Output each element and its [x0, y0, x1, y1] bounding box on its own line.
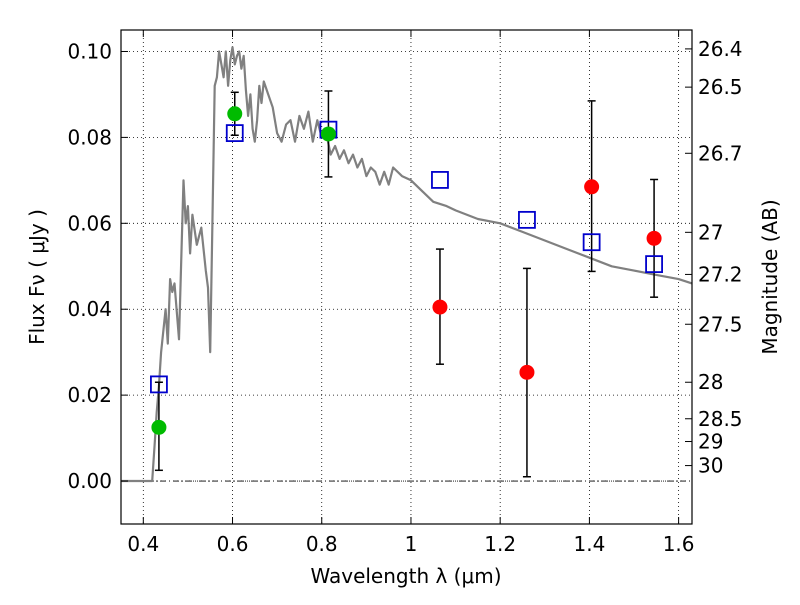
x-tick-label: 1.4 [573, 532, 605, 556]
y-tick-label: 0.08 [67, 125, 112, 149]
data-markers [150, 106, 663, 435]
model-square-marker [582, 233, 601, 252]
right-tick-label: 27.2 [698, 262, 743, 286]
x-axis-title: Wavelength λ (μm) [310, 564, 501, 588]
model-spectrum [121, 46, 693, 483]
photometry-point [432, 299, 448, 315]
spectrum-line [121, 46, 693, 483]
right-tick-label: 29 [698, 430, 723, 454]
photometry-point [320, 126, 336, 142]
right-tick-label: 26.4 [698, 37, 743, 61]
right-tick-label: 28 [698, 370, 723, 394]
photometry-point [227, 106, 243, 122]
x-tick-label: 0.6 [217, 532, 249, 556]
right-tick-label: 28.5 [698, 407, 743, 431]
x-tick-label: 1.6 [663, 532, 695, 556]
error-bars [154, 90, 659, 478]
y-tick-label: 0.02 [67, 383, 112, 407]
photometry-point [584, 179, 600, 195]
x-tick-label: 1.2 [484, 532, 516, 556]
y-tick-label: 0.10 [67, 39, 112, 63]
model-square-marker [518, 210, 536, 229]
ticks: 0.4 0.6 0.8 1 1.2 1.4 1.6 0.00 0.02 0.04 0.06 0.08 0… [67, 30, 743, 556]
model-square-marker [150, 375, 168, 394]
x-tick-label: 0.4 [127, 532, 159, 556]
photometry-point [151, 419, 167, 435]
right-tick-label: 26.7 [698, 141, 743, 165]
y-tick-label: 0.06 [67, 211, 112, 235]
model-square-marker [645, 255, 663, 274]
photometry-point [519, 364, 535, 380]
photometry-point [646, 230, 662, 246]
y-tick-label: 0.04 [67, 297, 112, 321]
plot-frame [120, 29, 693, 525]
y-axis-title: Flux Fν ( μJy ) [25, 209, 49, 345]
right-tick-label: 27.5 [698, 312, 743, 336]
right-axis-title: Magnitude (AB) [758, 199, 782, 354]
x-tick-label: 1 [405, 532, 418, 556]
x-tick-label: 0.8 [306, 532, 338, 556]
right-tick-label: 27 [698, 220, 723, 244]
y-tick-label: 0.00 [67, 469, 112, 493]
right-tick-label: 26.5 [698, 75, 743, 99]
model-square-marker [431, 171, 449, 189]
model-square-marker [225, 124, 244, 142]
right-tick-label: 30 [698, 454, 723, 478]
